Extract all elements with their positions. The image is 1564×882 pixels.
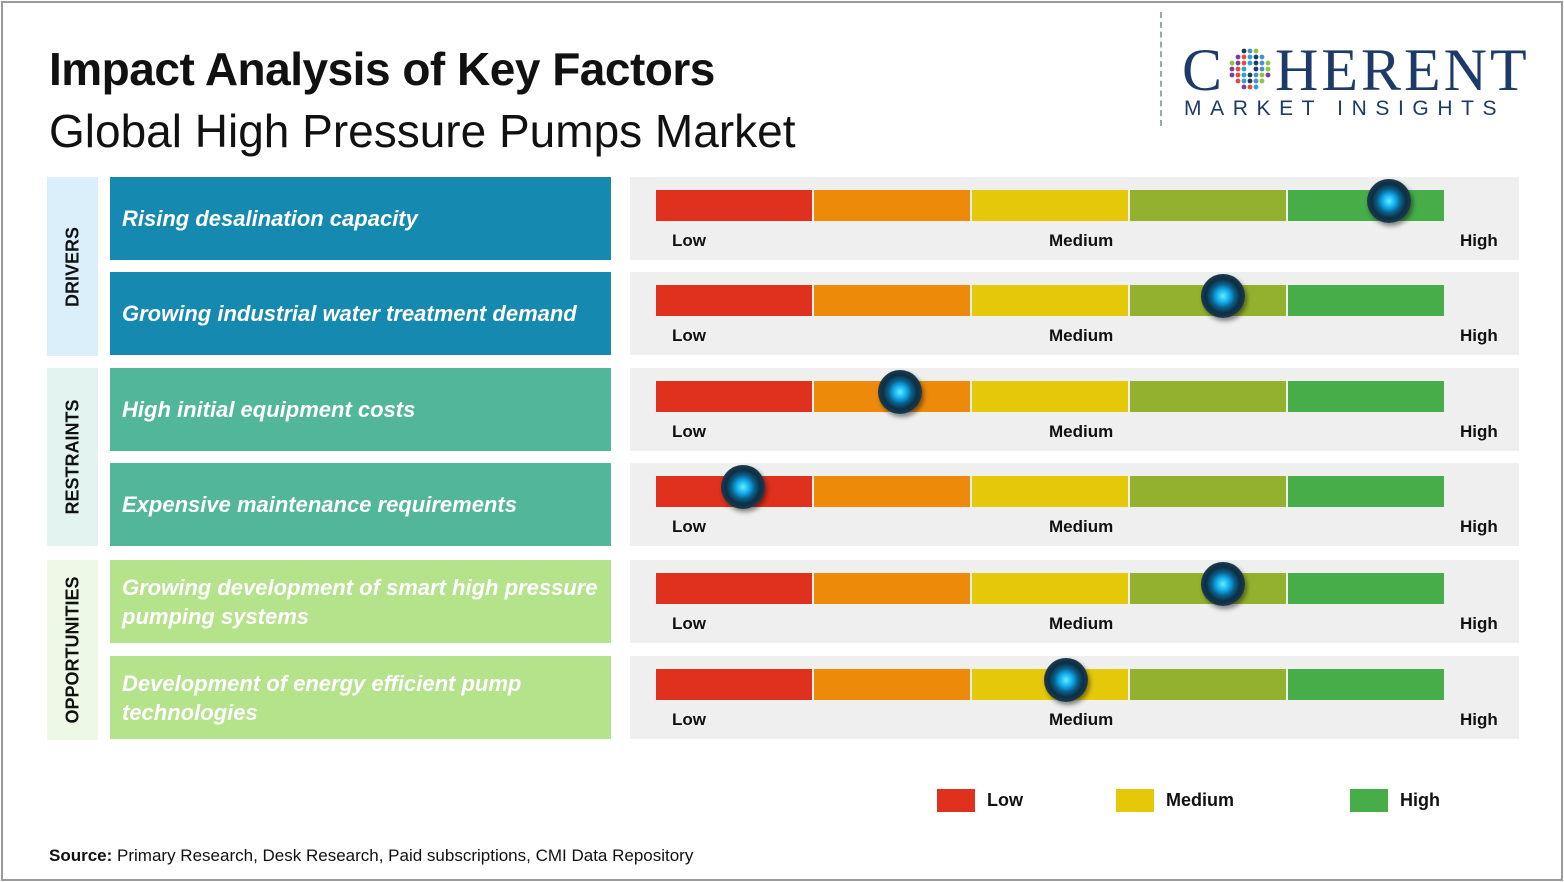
category-label: RESTRAINTS xyxy=(62,399,82,515)
gauge-label-high: High xyxy=(1460,614,1498,633)
factor-label: Growing development of smart high pressu… xyxy=(110,560,611,643)
gauge-segment xyxy=(656,381,812,412)
gauge-segment xyxy=(1130,669,1286,700)
gauge-segment xyxy=(1130,190,1286,221)
gauge-label-low: Low xyxy=(672,517,706,536)
impact-marker xyxy=(1366,179,1411,223)
legend-swatch-low xyxy=(937,789,975,812)
gauge-label-low: Low xyxy=(672,231,706,250)
impact-marker xyxy=(720,465,765,509)
gauge-label-low: Low xyxy=(672,326,706,345)
impact-marker xyxy=(1201,562,1246,606)
factor-label: High initial equipment costs xyxy=(110,368,611,451)
category-drivers: DRIVERS xyxy=(47,177,98,356)
legend-label: High xyxy=(1400,790,1440,810)
dotted-globe-icon xyxy=(1229,48,1271,90)
gauge-label-medium: Medium xyxy=(1049,517,1114,536)
gauge-label-medium: Medium xyxy=(1049,326,1114,345)
gauge-segment xyxy=(656,669,812,700)
gauge-segment xyxy=(814,669,970,700)
gauge-segment xyxy=(1288,573,1444,604)
gauge-segment xyxy=(1130,381,1286,412)
gauge-segment xyxy=(814,190,970,221)
gauge-label-high: High xyxy=(1460,422,1498,441)
legend-label: Medium xyxy=(1166,790,1235,810)
category-restraints: RESTRAINTS xyxy=(47,368,98,546)
logo-divider xyxy=(1160,12,1162,126)
gauge-segment xyxy=(814,476,970,507)
gauge-segment xyxy=(972,573,1128,604)
impact-gauge: Low Medium High xyxy=(630,177,1519,260)
logo-letter-c: C xyxy=(1182,37,1226,103)
legend-swatch-high xyxy=(1350,789,1388,812)
impact-gauge: Low Medium High xyxy=(630,368,1519,451)
source-note: Source: Primary Research, Desk Research,… xyxy=(49,846,693,866)
gauge-segment xyxy=(1288,381,1444,412)
gauge-segment xyxy=(1288,285,1444,316)
category-label: DRIVERS xyxy=(62,226,82,307)
impact-marker xyxy=(878,370,923,414)
impact-gauge: Low Medium High xyxy=(630,656,1519,739)
impact-marker xyxy=(1043,658,1088,702)
gauge-segment xyxy=(814,285,970,316)
source-text: Primary Research, Desk Research, Paid su… xyxy=(117,846,694,865)
gauge-label-high: High xyxy=(1460,710,1498,729)
impact-gauge: Low Medium High xyxy=(630,560,1519,643)
impact-gauge: Low Medium High xyxy=(630,463,1519,546)
factor-label: Development of energy efficient pump tec… xyxy=(110,656,611,739)
page-title: Impact Analysis of Key Factors xyxy=(49,43,715,95)
gauge-label-medium: Medium xyxy=(1049,614,1114,633)
gauge-label-high: High xyxy=(1460,231,1498,250)
logo-letters: HERENT xyxy=(1275,37,1530,103)
logo-tagline: MARKET INSIGHTS xyxy=(1184,97,1506,120)
gauge-segment xyxy=(814,573,970,604)
gauge-label-medium: Medium xyxy=(1049,710,1114,729)
company-logo: C HERENT xyxy=(1182,40,1530,100)
gauge-label-medium: Medium xyxy=(1049,422,1114,441)
gauge-label-high: High xyxy=(1460,326,1498,345)
gauge-segment xyxy=(656,190,812,221)
impact-gauge: Low Medium High xyxy=(630,272,1519,355)
source-label: Source: xyxy=(49,846,113,865)
gauge-segment xyxy=(1288,476,1444,507)
gauge-segment xyxy=(972,476,1128,507)
category-opportunities: OPPORTUNITIES xyxy=(47,560,98,740)
factor-label: Rising desalination capacity xyxy=(110,177,611,260)
gauge-label-medium: Medium xyxy=(1049,231,1114,250)
gauge-segment xyxy=(656,573,812,604)
legend-label: Low xyxy=(987,790,1023,810)
gauge-segment xyxy=(1130,476,1286,507)
gauge-label-low: Low xyxy=(672,710,706,729)
category-label: OPPORTUNITIES xyxy=(62,576,82,724)
gauge-segment xyxy=(972,381,1128,412)
page-subtitle: Global High Pressure Pumps Market xyxy=(49,105,796,157)
gauge-segment xyxy=(972,190,1128,221)
gauge-segment xyxy=(656,285,812,316)
factor-label: Expensive maintenance requirements xyxy=(110,463,611,546)
legend-swatch-medium xyxy=(1116,789,1154,812)
gauge-label-low: Low xyxy=(672,614,706,633)
gauge-segment xyxy=(972,285,1128,316)
gauge-segment xyxy=(1288,669,1444,700)
factor-label: Growing industrial water treatment deman… xyxy=(110,272,611,355)
gauge-label-low: Low xyxy=(672,422,706,441)
gauge-segment xyxy=(1288,190,1444,221)
impact-marker xyxy=(1201,274,1246,318)
gauge-label-high: High xyxy=(1460,517,1498,536)
